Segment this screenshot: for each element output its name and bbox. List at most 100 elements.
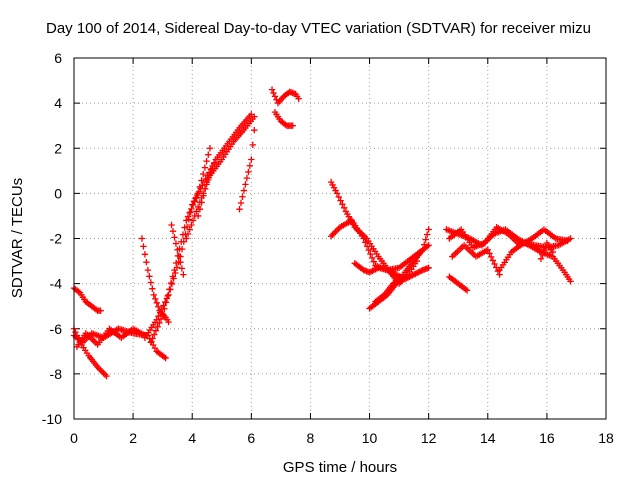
data-point (196, 183, 204, 191)
data-point (177, 258, 184, 266)
data-point (192, 195, 199, 202)
series-track-5 (138, 235, 172, 326)
data-point (245, 168, 252, 176)
series-track-12 (268, 86, 302, 107)
chart-title: Day 100 of 2014, Sidereal Day-to-day VTE… (46, 20, 591, 37)
data-point (162, 354, 169, 362)
data-point (165, 318, 172, 326)
data-point (98, 368, 106, 375)
data-point (251, 127, 258, 134)
data-point (365, 246, 372, 254)
data-point (362, 239, 369, 246)
data-point (295, 95, 302, 102)
data-point (539, 251, 546, 259)
data-point (198, 199, 205, 206)
x-tick-label: 6 (247, 430, 255, 446)
data-point (152, 327, 160, 334)
data-point (172, 259, 180, 267)
data-point (271, 93, 279, 100)
data-point (92, 306, 100, 313)
data-point (100, 369, 107, 377)
data-points (70, 86, 574, 380)
data-point (168, 221, 175, 229)
data-point (246, 162, 254, 169)
data-point (95, 365, 103, 372)
y-tick-labels: -10 -8 -6 -4 -2 0 2 4 6 (42, 50, 62, 427)
y-axis-label: SDTVAR / TECUs (9, 178, 26, 298)
data-point (567, 235, 574, 242)
data-point (203, 157, 210, 165)
data-point (101, 371, 109, 378)
x-axis-label: GPS time / hours (283, 459, 397, 476)
data-point (188, 221, 195, 229)
data-point (168, 280, 176, 288)
data-point (370, 258, 377, 265)
data-point (367, 250, 374, 258)
data-point (155, 303, 162, 310)
data-point (422, 236, 429, 243)
data-point (333, 190, 341, 197)
data-point (141, 251, 149, 258)
data-point (339, 201, 346, 208)
data-point (330, 184, 338, 191)
data-point (206, 145, 214, 152)
series-track-8 (168, 221, 187, 278)
data-point (146, 273, 153, 280)
data-point (144, 266, 152, 274)
data-point (425, 226, 432, 233)
data-point (540, 247, 548, 255)
data-point (212, 156, 220, 163)
data-point (75, 335, 82, 343)
x-tick-label: 10 (362, 430, 378, 446)
data-point (423, 231, 431, 238)
data-point (332, 187, 339, 194)
data-point (194, 212, 202, 220)
data-point (270, 89, 277, 97)
data-point (72, 328, 79, 336)
data-point (152, 295, 159, 303)
series-track-1 (70, 284, 104, 314)
y-tick-label: -6 (50, 321, 63, 337)
data-point (150, 291, 157, 299)
data-point (189, 201, 197, 209)
plot-frame (73, 57, 607, 420)
data-point (337, 197, 344, 204)
data-point (332, 228, 339, 235)
data-point (149, 285, 156, 292)
series-track-11 (236, 127, 258, 213)
data-point (237, 199, 245, 207)
data-point (489, 257, 497, 264)
data-point (363, 243, 371, 250)
data-point (171, 266, 178, 274)
y-tick-label: -2 (50, 231, 63, 247)
data-point (184, 230, 192, 238)
data-point (198, 177, 205, 184)
data-point (487, 253, 495, 261)
data-point (183, 235, 190, 242)
series-track-20 (446, 224, 571, 251)
data-point (209, 165, 216, 172)
data-point (335, 193, 343, 201)
data-point (240, 187, 248, 194)
grid (74, 58, 606, 419)
data-point (205, 174, 212, 181)
data-point (167, 279, 175, 287)
data-point (153, 299, 160, 307)
data-point (205, 151, 212, 158)
data-point (188, 205, 195, 213)
data-point (201, 164, 209, 171)
data-point (268, 86, 276, 93)
x-tick-label: 8 (307, 430, 315, 446)
data-point (151, 331, 158, 338)
data-point (103, 372, 110, 380)
data-point (161, 305, 168, 312)
data-point (159, 312, 166, 319)
data-point (160, 302, 167, 309)
data-point (200, 170, 207, 178)
data-point (184, 213, 192, 220)
series-track-4 (73, 325, 149, 350)
data-point (157, 315, 165, 323)
data-point (484, 246, 491, 253)
data-point (172, 240, 180, 247)
